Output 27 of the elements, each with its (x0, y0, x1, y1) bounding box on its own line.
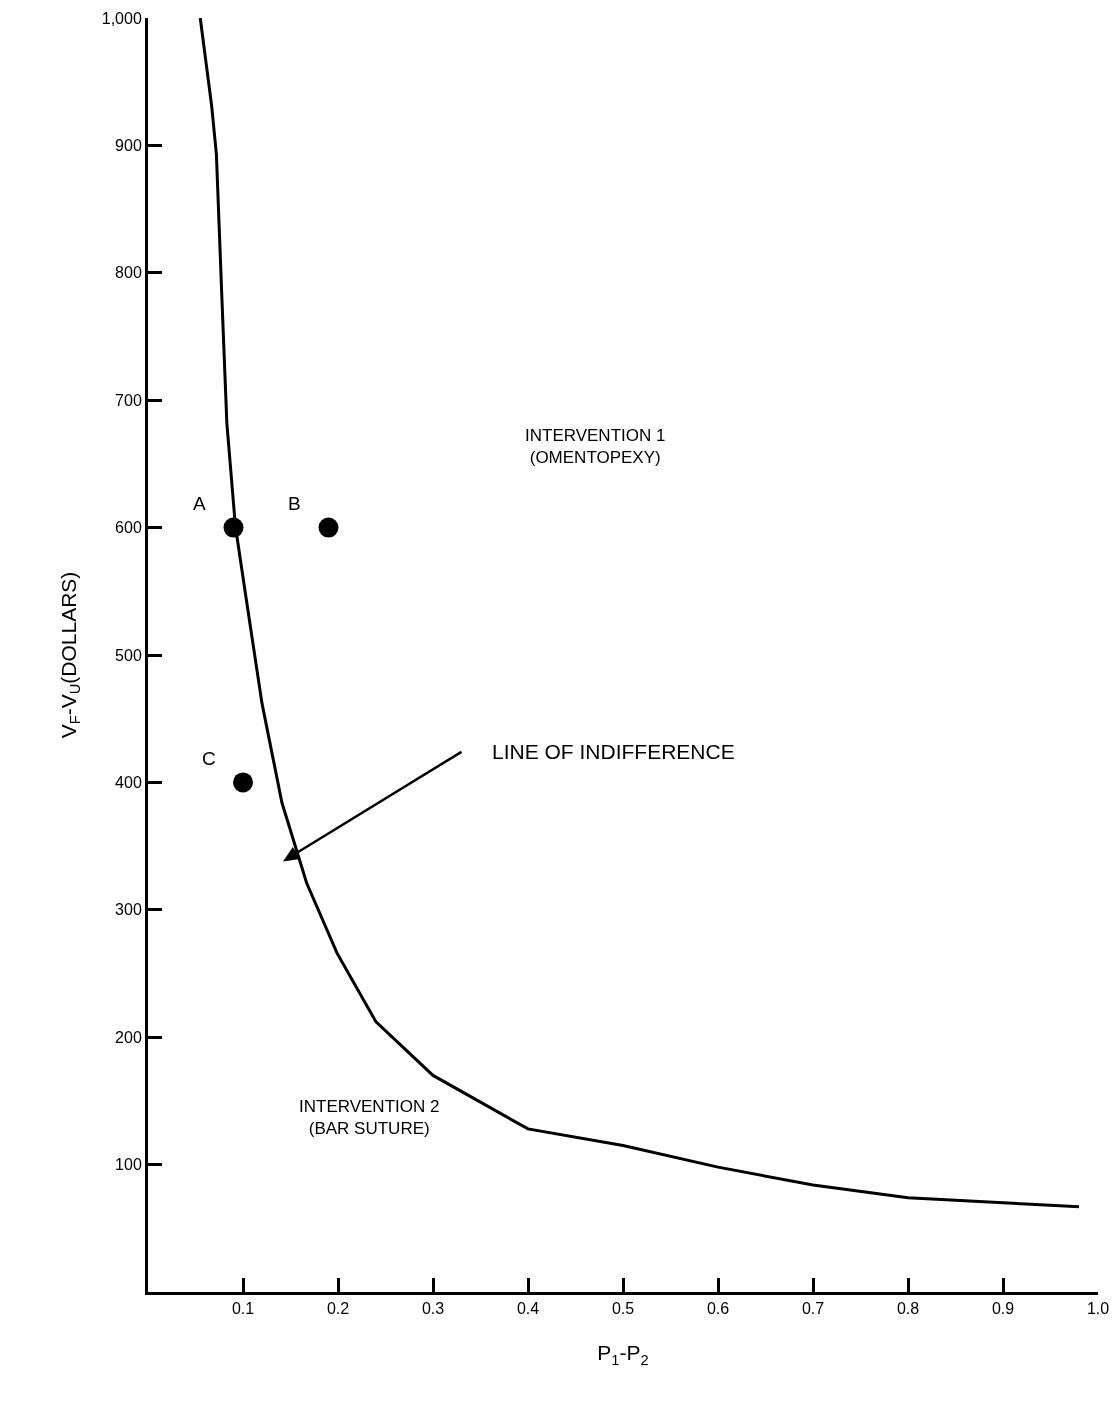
x-tick-label: 0.6 (706, 1300, 730, 1318)
y-tick-label: 400 (115, 774, 142, 791)
x-tick-label: 1.0 (1086, 1300, 1110, 1318)
y-tick-label: 600 (115, 519, 142, 537)
y-tick-label: 800 (115, 264, 142, 282)
y-tick-label: 900 (115, 137, 142, 154)
y-tick-label: 500 (115, 646, 142, 664)
x-tick-label: 0.1 (231, 1300, 255, 1318)
annotation: A (193, 493, 206, 514)
annotation: INTERVENTION 2 (BAR SUTURE) (299, 1097, 440, 1139)
x-axis-title: P$_{1}$-P$_{2}$ (597, 1341, 649, 1368)
annotation: LINE OF INDIFFERENCE (492, 740, 735, 763)
y-tick-label: 300 (115, 901, 142, 919)
annotation: B (288, 493, 301, 514)
y-tick-label: 700 (115, 391, 142, 409)
y-tick-label: 200 (115, 1028, 142, 1046)
x-tick-label: 0.4 (516, 1300, 540, 1318)
x-tick-label: 0.7 (801, 1300, 825, 1318)
x-tick-label: 0.5 (611, 1300, 635, 1318)
y-tick-label: 1,000 (101, 9, 142, 27)
annotation: INTERVENTION 1 (OMENTOPEXY) (525, 426, 666, 468)
x-tick-label: 0.2 (326, 1300, 350, 1318)
x-tick-label: 0.3 (421, 1300, 445, 1318)
x-tick-label: 0.8 (896, 1300, 920, 1318)
annotation: C (202, 748, 216, 769)
y-tick-label: 100 (115, 1156, 142, 1174)
x-tick-label: 0.9 (991, 1300, 1015, 1318)
